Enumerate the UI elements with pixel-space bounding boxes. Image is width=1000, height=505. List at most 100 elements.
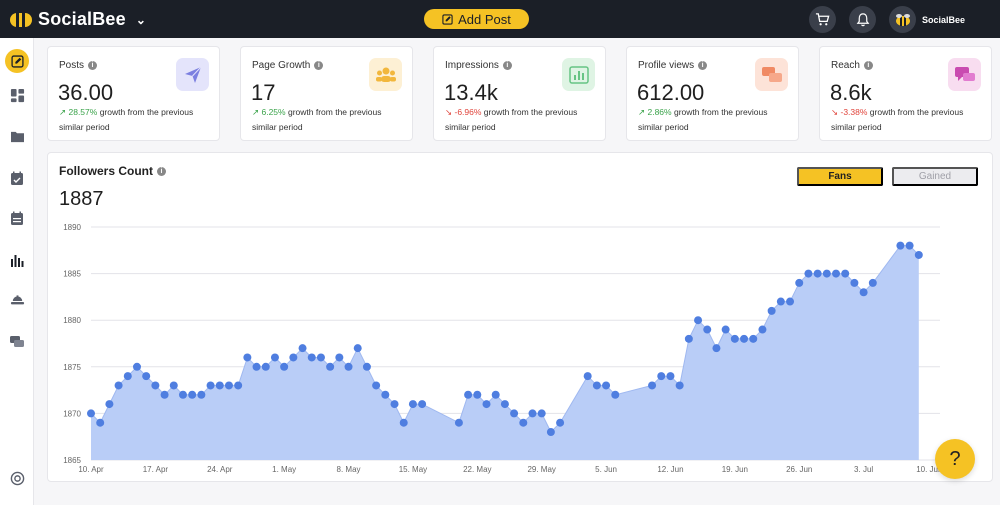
- data-point: [280, 362, 289, 371]
- x-tick-label: 22. May: [463, 465, 491, 474]
- add-post-button[interactable]: Add Post: [424, 9, 529, 29]
- info-icon[interactable]: i: [88, 61, 98, 70]
- sidebar-item-analytics[interactable]: [5, 248, 29, 272]
- data-point: [390, 400, 399, 409]
- bar-chart-icon: [568, 65, 589, 84]
- data-point: [408, 400, 417, 409]
- data-point: [648, 381, 657, 390]
- data-point: [694, 316, 703, 325]
- stat-change-suffix: growth from the previous similar period: [831, 107, 964, 132]
- x-tick-label: 10. Jul: [916, 465, 940, 474]
- chat-icon: [10, 336, 24, 347]
- data-point: [362, 362, 371, 371]
- stat-change: ↗ 6.25% growth from the previous similar…: [252, 107, 382, 132]
- y-tick-label: 1885: [63, 270, 81, 279]
- data-point: [123, 372, 132, 381]
- data-point: [703, 325, 712, 334]
- x-tick-label: 19. Jun: [722, 465, 748, 474]
- x-tick-label: 15. May: [399, 465, 427, 474]
- avatar: [889, 6, 916, 33]
- data-point: [519, 418, 528, 427]
- data-point: [786, 297, 795, 306]
- stat-label: Reach: [831, 60, 860, 71]
- info-icon[interactable]: i: [157, 166, 166, 176]
- inbox-icon: [10, 294, 24, 304]
- stat-change-percent: 28.57%: [68, 107, 98, 117]
- sidebar-item-help[interactable]: [5, 466, 29, 490]
- help-button[interactable]: ?: [935, 439, 975, 479]
- fans-toggle-button[interactable]: Fans: [797, 167, 883, 186]
- info-icon[interactable]: i: [698, 61, 708, 70]
- data-point: [510, 409, 519, 418]
- data-point: [151, 381, 160, 390]
- data-point: [96, 418, 105, 427]
- data-point: [114, 381, 123, 390]
- data-point: [905, 241, 914, 250]
- data-point: [850, 278, 859, 287]
- stat-card-impressions: Impressions i 13.4k ↘ -6.96% growth from …: [433, 46, 606, 141]
- data-point: [353, 344, 362, 353]
- data-point: [813, 269, 822, 278]
- user-name: SocialBee: [922, 14, 966, 25]
- sidebar-item-messages[interactable]: [5, 330, 29, 354]
- info-icon[interactable]: i: [314, 61, 324, 70]
- data-point: [482, 400, 491, 409]
- cart-button[interactable]: [809, 6, 836, 33]
- y-tick-label: 1870: [63, 409, 81, 418]
- followers-count: 1887: [59, 188, 104, 210]
- x-tick-label: 5. Jun: [595, 465, 617, 474]
- edit-icon: [10, 54, 24, 68]
- data-point: [87, 409, 95, 418]
- stat-card-posts: Posts i 36.00 ↗ 28.57% growth from the pr…: [47, 46, 220, 141]
- data-point: [767, 306, 776, 315]
- notifications-button[interactable]: [849, 6, 876, 33]
- data-point: [546, 428, 555, 437]
- data-point: [500, 400, 509, 409]
- bell-icon: [856, 13, 869, 27]
- stat-change: ↘ -6.96% growth from the previous simila…: [445, 107, 578, 132]
- bee-logo-icon: [10, 12, 32, 27]
- info-icon[interactable]: i: [863, 61, 873, 70]
- stat-card-profile-views: Profile views i 612.00 ↗ 2.86% growth fro…: [626, 46, 799, 141]
- data-point: [896, 241, 905, 250]
- top-bar: SocialBee ⌄ Add Post SocialBee: [0, 0, 1000, 38]
- sidebar-item-inbox[interactable]: [5, 289, 29, 313]
- x-tick-label: 10. Apr: [78, 465, 104, 474]
- data-point: [556, 418, 565, 427]
- stat-value: 612.00: [637, 80, 705, 105]
- x-tick-label: 29. May: [527, 465, 555, 474]
- data-point: [298, 344, 307, 353]
- data-point: [712, 344, 721, 353]
- stat-card-page-growth: Page Growth i 17 ↗ 6.25% growth from the …: [240, 46, 413, 141]
- data-point: [418, 400, 427, 409]
- sidebar-item-compose[interactable]: [5, 49, 29, 73]
- data-point: [178, 390, 187, 399]
- gained-toggle-button[interactable]: Gained: [892, 167, 978, 186]
- stat-label: Impressions: [445, 60, 499, 71]
- user-menu[interactable]: SocialBee: [889, 6, 965, 33]
- app-logo[interactable]: SocialBee ⌄: [10, 9, 146, 30]
- data-point: [473, 390, 482, 399]
- sidebar-item-dashboard[interactable]: [5, 83, 29, 107]
- sidebar-item-calendar[interactable]: [5, 206, 29, 230]
- data-point: [583, 372, 592, 381]
- stat-change: ↗ 2.86% growth from the previous similar…: [638, 107, 768, 132]
- x-tick-label: 24. Apr: [207, 465, 233, 474]
- sidebar-item-content[interactable]: [5, 124, 29, 148]
- followers-chart-card: Followers Count i 1887 Fans Gained 1865 18…: [47, 152, 993, 482]
- data-point: [234, 381, 243, 390]
- data-point: [528, 409, 537, 418]
- data-point: [169, 381, 178, 390]
- sidebar-item-schedule[interactable]: [5, 166, 29, 190]
- data-point: [666, 372, 675, 381]
- info-icon[interactable]: i: [502, 61, 512, 70]
- chevron-down-icon[interactable]: ⌄: [135, 12, 147, 27]
- data-point: [289, 353, 298, 362]
- help-circle-icon: [10, 471, 24, 485]
- data-point: [795, 278, 804, 287]
- y-tick-label: 1875: [63, 363, 81, 372]
- x-tick-label: 8. May: [337, 465, 361, 474]
- stat-card-reach: Reach i 8.6k ↘ -3.38% growth from the pre…: [819, 46, 992, 141]
- stat-change-percent: -6.96%: [454, 107, 482, 117]
- users-icon: [375, 67, 396, 82]
